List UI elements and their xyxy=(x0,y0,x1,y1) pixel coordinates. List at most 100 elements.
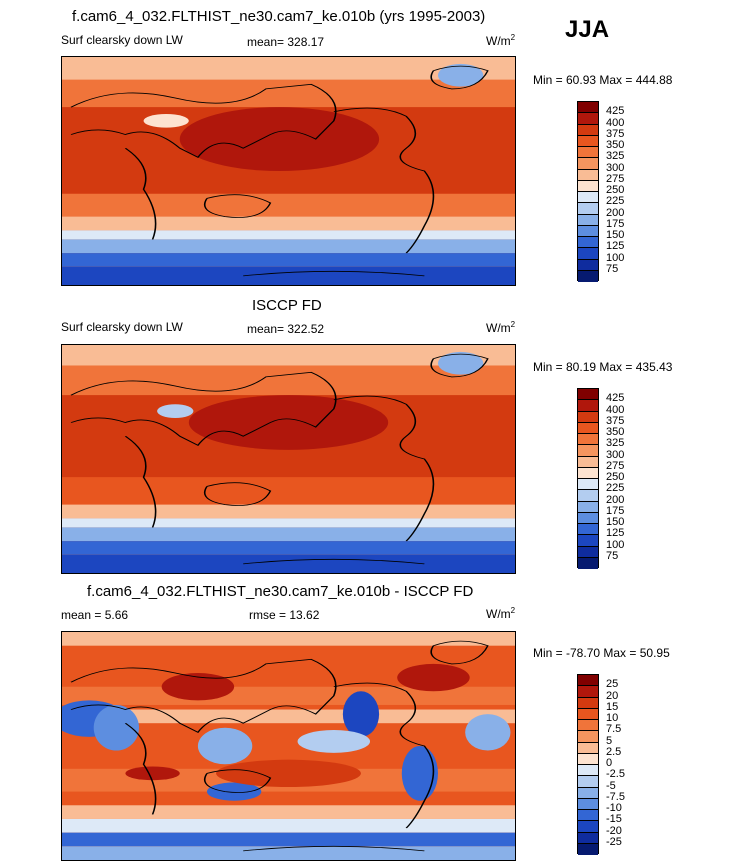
panel-1-mean-label: mean= 328.17 xyxy=(247,35,325,49)
colorbar-tick-label: 200 xyxy=(606,206,625,219)
panel-1-map xyxy=(61,56,516,286)
colorbar-tick-label: 10 xyxy=(606,712,619,724)
colorbar-tick-label: 2.5 xyxy=(606,745,622,758)
colorbar-segment xyxy=(578,524,598,536)
colorbar-tick-label: 225 xyxy=(606,195,625,208)
colorbar-segment xyxy=(578,400,598,412)
panel-1-colorbar xyxy=(577,101,599,282)
panel-1-title: f.cam6_4_032.FLTHIST_ne30.cam7_ke.010b (… xyxy=(72,8,486,25)
colorbar-tick-label: 300 xyxy=(606,448,625,461)
colorbar-segment xyxy=(578,479,598,491)
colorbar-segment xyxy=(578,248,598,260)
panel-3-units: W/m2 xyxy=(486,606,516,621)
panel-1-units: W/m2 xyxy=(486,33,516,48)
panel-2-title: ISCCP FD xyxy=(252,297,322,314)
panel-2-variable-label: Surf clearsky down LW xyxy=(61,320,183,334)
colorbar-tick-label: 125 xyxy=(606,527,625,540)
panel-1-variable-label: Surf clearsky down LW xyxy=(61,33,183,47)
colorbar-tick-label: 125 xyxy=(606,240,625,253)
colorbar-tick-label: 300 xyxy=(606,161,625,174)
panel-3-title: f.cam6_4_032.FLTHIST_ne30.cam7_ke.010b -… xyxy=(87,583,474,600)
colorbar-segment xyxy=(578,434,598,446)
colorbar-segment xyxy=(578,753,598,765)
colorbar-tick-label: 75 xyxy=(606,549,619,562)
season-label: JJA xyxy=(565,16,610,43)
colorbar-segment xyxy=(578,237,598,249)
colorbar-segment xyxy=(578,445,598,457)
colorbar-tick-label: -15 xyxy=(606,813,622,826)
colorbar-segment xyxy=(578,259,598,271)
colorbar-segment xyxy=(578,422,598,434)
colorbar-tick-label: 15 xyxy=(606,700,619,713)
colorbar-tick-label: -25 xyxy=(606,835,622,848)
colorbar-tick-label: 375 xyxy=(606,414,625,427)
colorbar-segment xyxy=(578,821,598,833)
colorbar-segment xyxy=(578,147,598,159)
panel-3-minmax: Min = -78.70 Max = 50.95 xyxy=(533,646,670,660)
panel-2-units: W/m2 xyxy=(486,320,516,335)
colorbar-segment xyxy=(578,675,598,687)
colorbar-segment xyxy=(578,512,598,524)
colorbar-tick-label: 175 xyxy=(606,504,625,517)
colorbar-segment xyxy=(578,270,598,282)
colorbar-tick-label: 150 xyxy=(606,516,625,528)
colorbar-segment xyxy=(578,776,598,788)
colorbar-tick-label: 5 xyxy=(606,734,613,747)
colorbar-segment xyxy=(578,203,598,215)
colorbar-segment xyxy=(578,490,598,502)
colorbar-segment xyxy=(578,546,598,558)
colorbar-segment xyxy=(578,135,598,147)
colorbar-segment xyxy=(578,456,598,468)
colorbar-tick-label: 100 xyxy=(606,538,625,551)
colorbar-tick-label: 375 xyxy=(606,127,625,140)
colorbar-tick-label: 225 xyxy=(606,482,625,495)
colorbar-segment xyxy=(578,113,598,125)
colorbar-tick-label: 325 xyxy=(606,437,625,450)
colorbar-tick-label: 200 xyxy=(606,493,625,506)
colorbar-tick-label: 250 xyxy=(606,471,625,483)
colorbar-segment xyxy=(578,765,598,777)
colorbar-tick-label: 400 xyxy=(606,116,625,129)
panel-3-rmse-label: rmse = 13.62 xyxy=(249,608,320,622)
colorbar-segment xyxy=(578,731,598,743)
colorbar-segment xyxy=(578,697,598,709)
colorbar-tick-label: -5 xyxy=(606,779,616,792)
colorbar-segment xyxy=(578,158,598,170)
colorbar-tick-label: 175 xyxy=(606,217,625,230)
panel-3-colorbar xyxy=(577,674,599,855)
colorbar-segment xyxy=(578,742,598,754)
colorbar-tick-label: -10 xyxy=(606,802,622,814)
colorbar-tick-label: 325 xyxy=(606,150,625,163)
colorbar-segment xyxy=(578,169,598,181)
panel-1-minmax: Min = 60.93 Max = 444.88 xyxy=(533,73,673,87)
colorbar-segment xyxy=(578,225,598,237)
colorbar-segment xyxy=(578,214,598,226)
colorbar-tick-label: -20 xyxy=(606,824,622,837)
colorbar-segment xyxy=(578,467,598,479)
panel-2-map xyxy=(61,344,516,574)
colorbar-segment xyxy=(578,787,598,799)
colorbar-segment xyxy=(578,720,598,732)
colorbar-segment xyxy=(578,180,598,192)
colorbar-tick-label: 250 xyxy=(606,184,625,196)
colorbar-tick-label: 275 xyxy=(606,172,625,185)
colorbar-tick-label: 7.5 xyxy=(606,723,622,736)
panel-3-mean-label: mean = 5.66 xyxy=(61,608,129,622)
colorbar-tick-label: 25 xyxy=(606,678,619,691)
colorbar-tick-label: 20 xyxy=(606,689,619,702)
panel-2-minmax: Min = 80.19 Max = 435.43 xyxy=(533,360,673,374)
colorbar-tick-label: 275 xyxy=(606,459,625,472)
colorbar-tick-label: 75 xyxy=(606,262,619,275)
colorbar-segment xyxy=(578,124,598,136)
colorbar-tick-label: 425 xyxy=(606,392,625,405)
colorbar-segment xyxy=(578,557,598,569)
colorbar-segment xyxy=(578,389,598,401)
colorbar-tick-label: 0 xyxy=(606,757,613,769)
colorbar-tick-label: -2.5 xyxy=(606,768,625,781)
colorbar-segment xyxy=(578,798,598,810)
colorbar-tick-label: 425 xyxy=(606,105,625,118)
colorbar-tick-label: 350 xyxy=(606,139,625,151)
colorbar-segment xyxy=(578,810,598,822)
colorbar-segment xyxy=(578,832,598,844)
colorbar-segment xyxy=(578,192,598,204)
